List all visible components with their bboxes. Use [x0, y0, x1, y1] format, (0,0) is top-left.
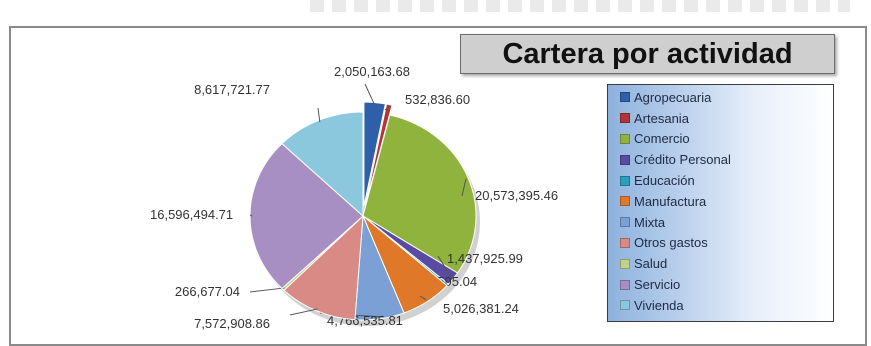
legend-item-7: Mixta: [620, 212, 833, 233]
leader-line-2: [384, 106, 390, 111]
leader-line-9: [249, 287, 285, 293]
legend-swatch-icon: [620, 154, 630, 165]
pie-slice-3: [362, 114, 477, 274]
legend-label: Manufactura: [634, 193, 707, 209]
pie-slice-10: [249, 142, 364, 290]
legend-item-10: Servicio: [620, 274, 833, 295]
legend-item-6: Manufactura: [620, 191, 833, 212]
chart-legend: Agropecuaria Artesania Comercio Crédito Per…: [607, 84, 834, 322]
data-label-4: 1,437,925.99: [447, 251, 523, 266]
pie-slice-1: [363, 101, 386, 207]
pie-chart: 2,050,163.68 532,836.60 20,573,395.46 1,437…: [150, 64, 558, 331]
chart-stage: 2,050,163.68 532,836.60 20,573,395.46 1,437…: [9, 0, 867, 346]
legend-item-11: Vivienda: [620, 295, 833, 316]
legend-item-9: Salud: [620, 253, 833, 274]
legend-label: Mixta: [634, 214, 666, 230]
legend-swatch-icon: [620, 237, 630, 248]
legend-item-8: Otros gastos: [620, 233, 833, 254]
leader-line-3: [461, 178, 467, 197]
legend-swatch-icon: [620, 113, 630, 124]
leader-line-10: [249, 214, 253, 217]
data-label-6: 5,026,381.24: [443, 301, 519, 316]
data-label-8: 7,572,908.86: [194, 316, 270, 331]
leader-line-8: [289, 308, 318, 316]
legend-label: Vivienda: [634, 297, 684, 313]
legend-swatch-icon: [620, 133, 630, 144]
legend-label: Otros gastos: [634, 235, 708, 251]
legend-swatch-icon: [620, 279, 630, 290]
leader-line-11: [317, 107, 321, 123]
data-label-1: 2,050,163.68: [334, 64, 410, 79]
legend-swatch-icon: [620, 217, 630, 228]
legend-label: Crédito Personal: [634, 152, 731, 168]
data-label-2: 532,836.60: [405, 92, 470, 107]
legend-label: Servicio: [634, 277, 681, 293]
legend-item-3: Comercio: [620, 129, 833, 150]
data-label-3: 20,573,395.46: [475, 188, 558, 203]
chart-title: Cartera por actividad: [502, 37, 793, 70]
pie-slice-11: [281, 111, 364, 218]
legend-item-5: Educación: [620, 170, 833, 191]
legend-swatch-icon: [620, 300, 630, 311]
legend-item-2: Artesania: [620, 108, 833, 129]
data-label-9: 266,677.04: [175, 284, 240, 299]
legend-swatch-icon: [620, 258, 630, 269]
legend-label: Artesania: [634, 110, 689, 126]
chart-title-box: Cartera por actividad: [460, 34, 835, 74]
legend-item-4: Crédito Personal: [620, 149, 833, 170]
legend-swatch-icon: [620, 175, 630, 186]
leader-line-4: [437, 255, 452, 278]
data-label-11: 8,617,721.77: [194, 82, 270, 97]
leader-line-1: [364, 83, 375, 105]
legend-swatch-icon: [620, 92, 630, 103]
legend-label: Comercio: [634, 131, 690, 147]
legend-item-1: Agropecuaria: [620, 87, 833, 108]
legend-label: Educación: [634, 173, 695, 189]
legend-list: Agropecuaria Artesania Comercio Crédito Per…: [608, 85, 833, 316]
legend-label: Salud: [634, 256, 668, 272]
leader-line-6: [419, 295, 427, 301]
data-label-10: 16,596,494.71: [150, 207, 233, 222]
top-strip-decoration: [310, 0, 850, 12]
pie-slice-2: [364, 103, 393, 207]
pie-slice-8: [283, 214, 364, 321]
legend-swatch-icon: [620, 196, 630, 207]
legend-label: Agropecuaria: [634, 89, 712, 105]
